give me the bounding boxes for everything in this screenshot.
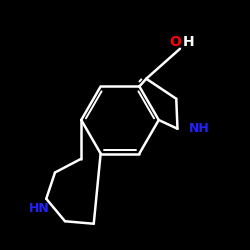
Text: O: O bbox=[170, 36, 181, 50]
Text: HN: HN bbox=[28, 202, 49, 215]
Text: NH: NH bbox=[189, 122, 210, 135]
Text: H: H bbox=[183, 36, 194, 50]
